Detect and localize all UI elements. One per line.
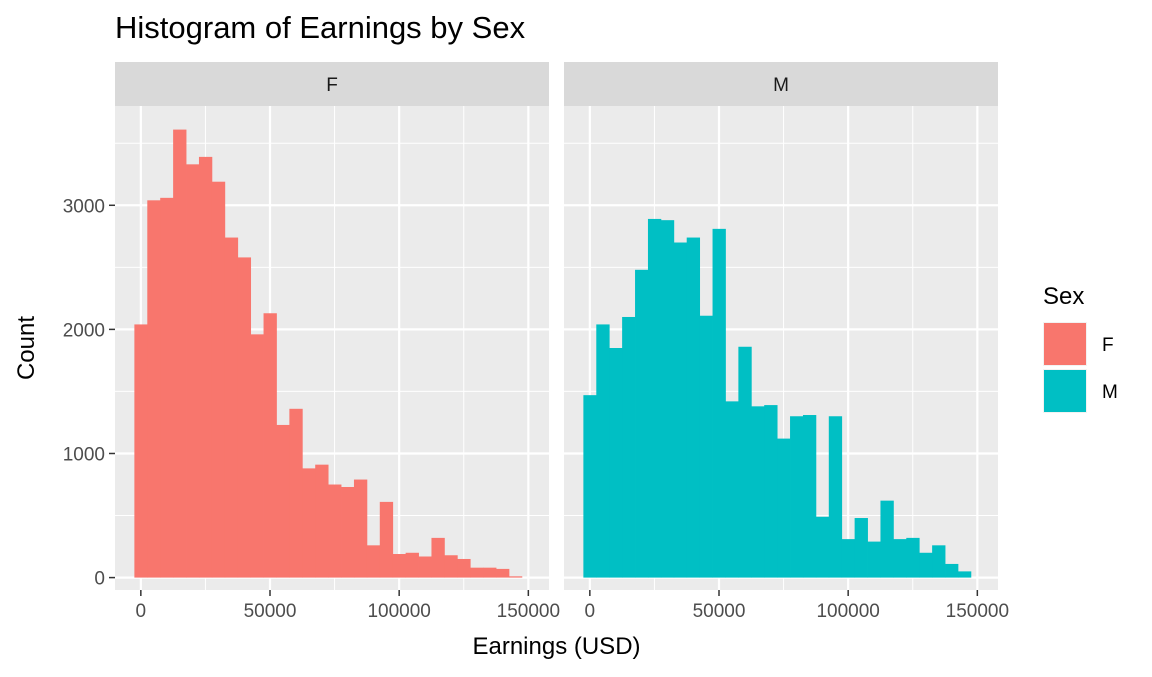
histogram-bar (790, 416, 804, 578)
histogram-bar (945, 563, 959, 578)
histogram-bar (777, 438, 791, 578)
histogram-bar (470, 567, 484, 578)
histogram-bar (211, 181, 226, 578)
facet-strip-label: F (326, 75, 338, 96)
x-tick-label: 50000 (244, 601, 297, 622)
y-tick-label: 1000 (63, 444, 105, 465)
chart-title: Histogram of Earnings by Sex (115, 10, 526, 45)
histogram-bar (841, 539, 856, 578)
histogram-bar (134, 324, 148, 578)
histogram-bar (583, 395, 597, 578)
x-tick-label: 0 (585, 601, 596, 622)
histogram-bar (854, 518, 868, 578)
histogram-bar (880, 500, 894, 578)
y-tick-label: 2000 (63, 320, 105, 341)
histogram-bar (508, 576, 523, 578)
histogram-bar (379, 501, 394, 578)
legend-swatch-m (1044, 370, 1086, 412)
histogram-bar (673, 242, 688, 578)
histogram-bar (699, 315, 713, 578)
histogram-bar (496, 568, 510, 578)
histogram-bar (647, 218, 662, 578)
legend-title: Sex (1043, 283, 1084, 310)
x-tick-label: 100000 (367, 601, 430, 622)
histogram-bar (906, 537, 920, 578)
histogram-bar (173, 129, 187, 578)
y-tick-label: 3000 (63, 196, 105, 217)
y-axis-title: Count (13, 316, 40, 380)
histogram-bar (198, 156, 213, 578)
histogram-bar (483, 567, 497, 578)
histogram-bar (366, 545, 381, 578)
histogram-bar (802, 415, 817, 578)
histogram-bar (764, 405, 778, 578)
x-tick-label: 100000 (816, 601, 879, 622)
legend-swatch-f (1044, 323, 1086, 365)
facet-strip (115, 62, 549, 106)
histogram-bar (431, 537, 445, 578)
histogram-bar (224, 237, 239, 578)
x-tick-label: 0 (136, 601, 147, 622)
histogram-bar (635, 269, 649, 578)
histogram-bar (353, 479, 368, 578)
x-axis-title: Earnings (USD) (472, 633, 640, 660)
legend-label-f: F (1102, 335, 1114, 356)
histogram-bar (289, 408, 303, 578)
histogram-bar (957, 571, 972, 578)
histogram-bar (712, 228, 726, 578)
histogram-bar (815, 516, 830, 578)
histogram-bar (392, 554, 407, 578)
histogram-bar (893, 539, 907, 578)
x-tick-label: 150000 (497, 601, 560, 622)
histogram-bar (186, 164, 200, 578)
histogram-bar (328, 484, 342, 578)
histogram-bar (457, 558, 471, 578)
histogram-bar (609, 348, 623, 578)
histogram-bar (405, 552, 419, 578)
histogram-bar (250, 334, 264, 578)
histogram-bar (444, 555, 458, 578)
histogram-bar (418, 556, 432, 578)
histogram-bar (919, 552, 933, 578)
histogram-bar (932, 545, 946, 578)
histogram-bar (622, 316, 636, 578)
histogram-bar (738, 346, 752, 578)
histogram-bar (751, 406, 765, 578)
histogram-bar (237, 257, 252, 578)
histogram-bar (867, 541, 881, 578)
histogram-bar (341, 486, 355, 578)
facet-strip (564, 62, 998, 106)
histogram-bar (147, 200, 161, 578)
x-tick-label: 150000 (946, 601, 1009, 622)
legend-label-m: M (1102, 382, 1118, 403)
histogram-bar (160, 197, 174, 578)
histogram-bar (686, 237, 701, 578)
histogram-bar (276, 424, 290, 578)
histogram-bar (725, 401, 739, 578)
histogram-bar (596, 324, 610, 578)
facet-strip-label: M (773, 75, 789, 96)
histogram-bar (302, 468, 316, 578)
x-tick-label: 50000 (693, 601, 746, 622)
histogram-bar (660, 220, 675, 578)
y-tick-label: 0 (94, 569, 105, 590)
histogram-bar (828, 416, 843, 578)
histogram-bar (315, 464, 329, 578)
histogram-bar (263, 313, 277, 578)
